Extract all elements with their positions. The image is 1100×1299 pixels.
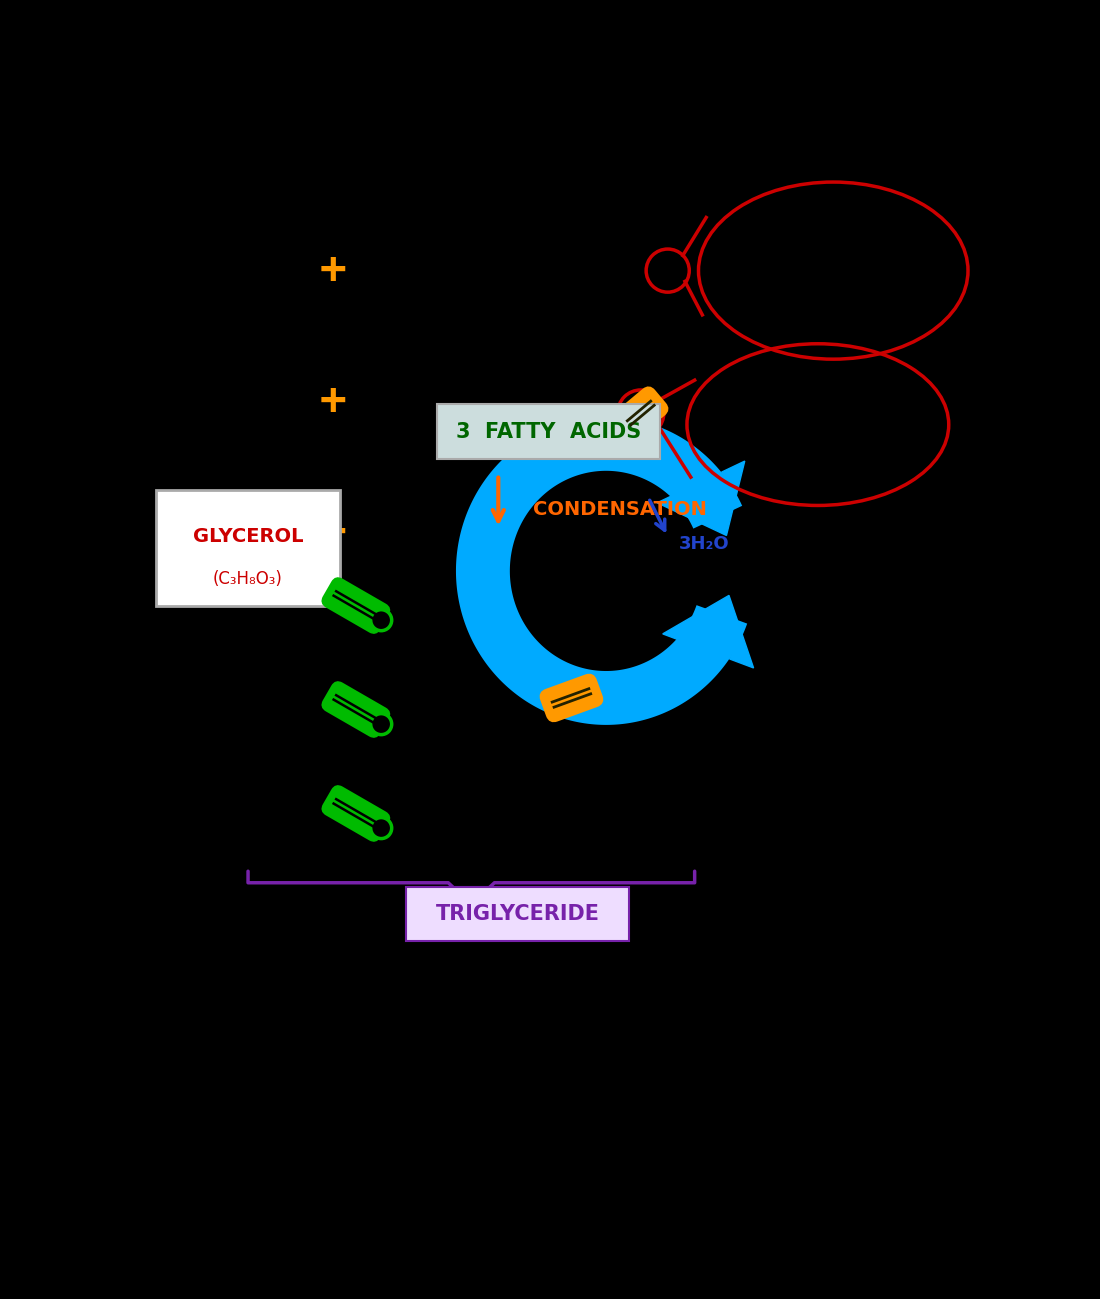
Text: +: + xyxy=(319,249,346,292)
FancyBboxPatch shape xyxy=(406,887,629,940)
FancyBboxPatch shape xyxy=(156,490,341,605)
Text: TRIGLYCERIDE: TRIGLYCERIDE xyxy=(436,904,600,924)
FancyArrow shape xyxy=(657,461,745,535)
Circle shape xyxy=(371,713,392,735)
Text: 3H₂O: 3H₂O xyxy=(680,535,730,553)
FancyBboxPatch shape xyxy=(323,787,388,840)
FancyBboxPatch shape xyxy=(541,675,602,721)
FancyBboxPatch shape xyxy=(323,683,388,737)
Polygon shape xyxy=(456,417,747,725)
Text: 3  FATTY  ACIDS: 3 FATTY ACIDS xyxy=(455,422,641,442)
Circle shape xyxy=(371,609,392,631)
Text: +: + xyxy=(319,381,346,423)
FancyBboxPatch shape xyxy=(323,579,388,633)
FancyArrow shape xyxy=(662,595,754,668)
FancyBboxPatch shape xyxy=(615,388,667,438)
Text: GLYCEROL: GLYCEROL xyxy=(192,527,304,546)
Text: +: + xyxy=(319,511,346,553)
Text: CONDENSATION: CONDENSATION xyxy=(534,500,707,518)
Text: (C₃H₈O₃): (C₃H₈O₃) xyxy=(213,569,283,587)
FancyBboxPatch shape xyxy=(437,404,660,460)
Circle shape xyxy=(371,817,392,839)
